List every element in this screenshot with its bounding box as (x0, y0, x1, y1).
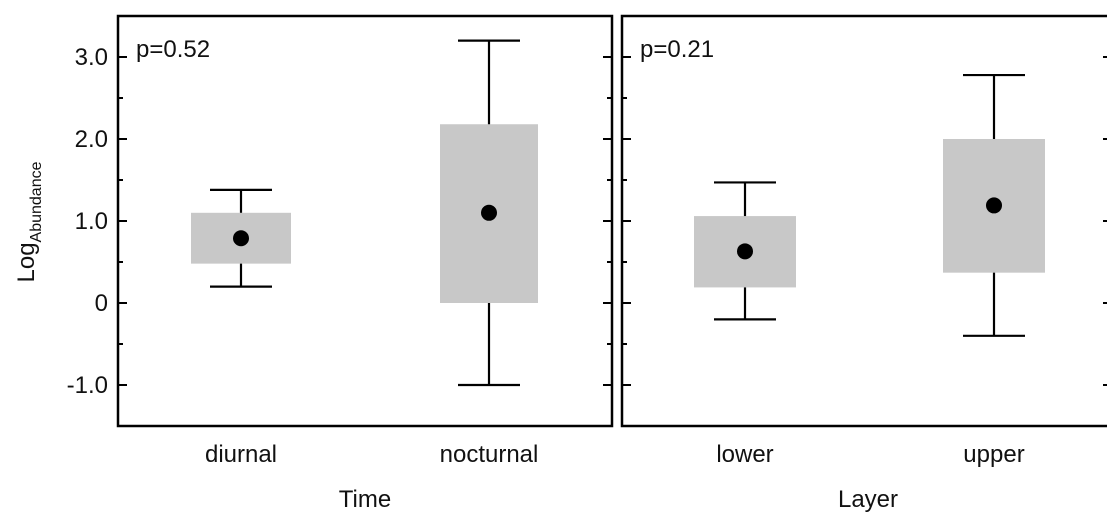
y-tick-label: 1.0 (75, 208, 108, 235)
x-axis-tick-labels-layer: lower upper (716, 441, 1024, 468)
mean-point-lower (737, 243, 753, 260)
y-tick-label: 0 (95, 290, 108, 317)
panel-layer: p=0.21 lower upper Layer (620, 14, 1107, 513)
y-axis-title-main: Log (13, 242, 40, 282)
panel-layer-ticks (622, 15, 1107, 427)
x-axis-tick-labels-time: diurnal nocturnal (205, 441, 538, 468)
x-axis-title-layer: Layer (838, 486, 898, 513)
y-tick-label: 2.0 (75, 126, 108, 153)
y-tick-label: -1.0 (67, 372, 108, 399)
y-tick-label: 3.0 (75, 44, 108, 71)
x-tick-label-lower: lower (716, 441, 773, 468)
panel-time-boxes (191, 39, 538, 387)
y-axis-title: LogAbundance (13, 161, 45, 282)
x-axis-title-time: Time (339, 486, 391, 513)
mean-point-upper (986, 197, 1002, 214)
x-tick-label-nocturnal: nocturnal (440, 441, 539, 468)
panel-layer-boxes (694, 73, 1045, 337)
panel-time: 3.0 2.0 1.0 0 -1.0 p=0.52 diurnal nocturnal T… (67, 14, 614, 513)
p-value-layer: p=0.21 (640, 36, 714, 63)
x-tick-label-upper: upper (963, 441, 1024, 468)
y-axis-tick-labels: 3.0 2.0 1.0 0 -1.0 (67, 44, 108, 399)
mean-point-diurnal (233, 230, 249, 247)
x-tick-label-diurnal: diurnal (205, 441, 277, 468)
p-value-time: p=0.52 (136, 36, 210, 63)
y-axis-title-sub: Abundance (28, 161, 45, 242)
mean-point-nocturnal (481, 204, 497, 221)
y-axis-ticks (118, 15, 612, 427)
